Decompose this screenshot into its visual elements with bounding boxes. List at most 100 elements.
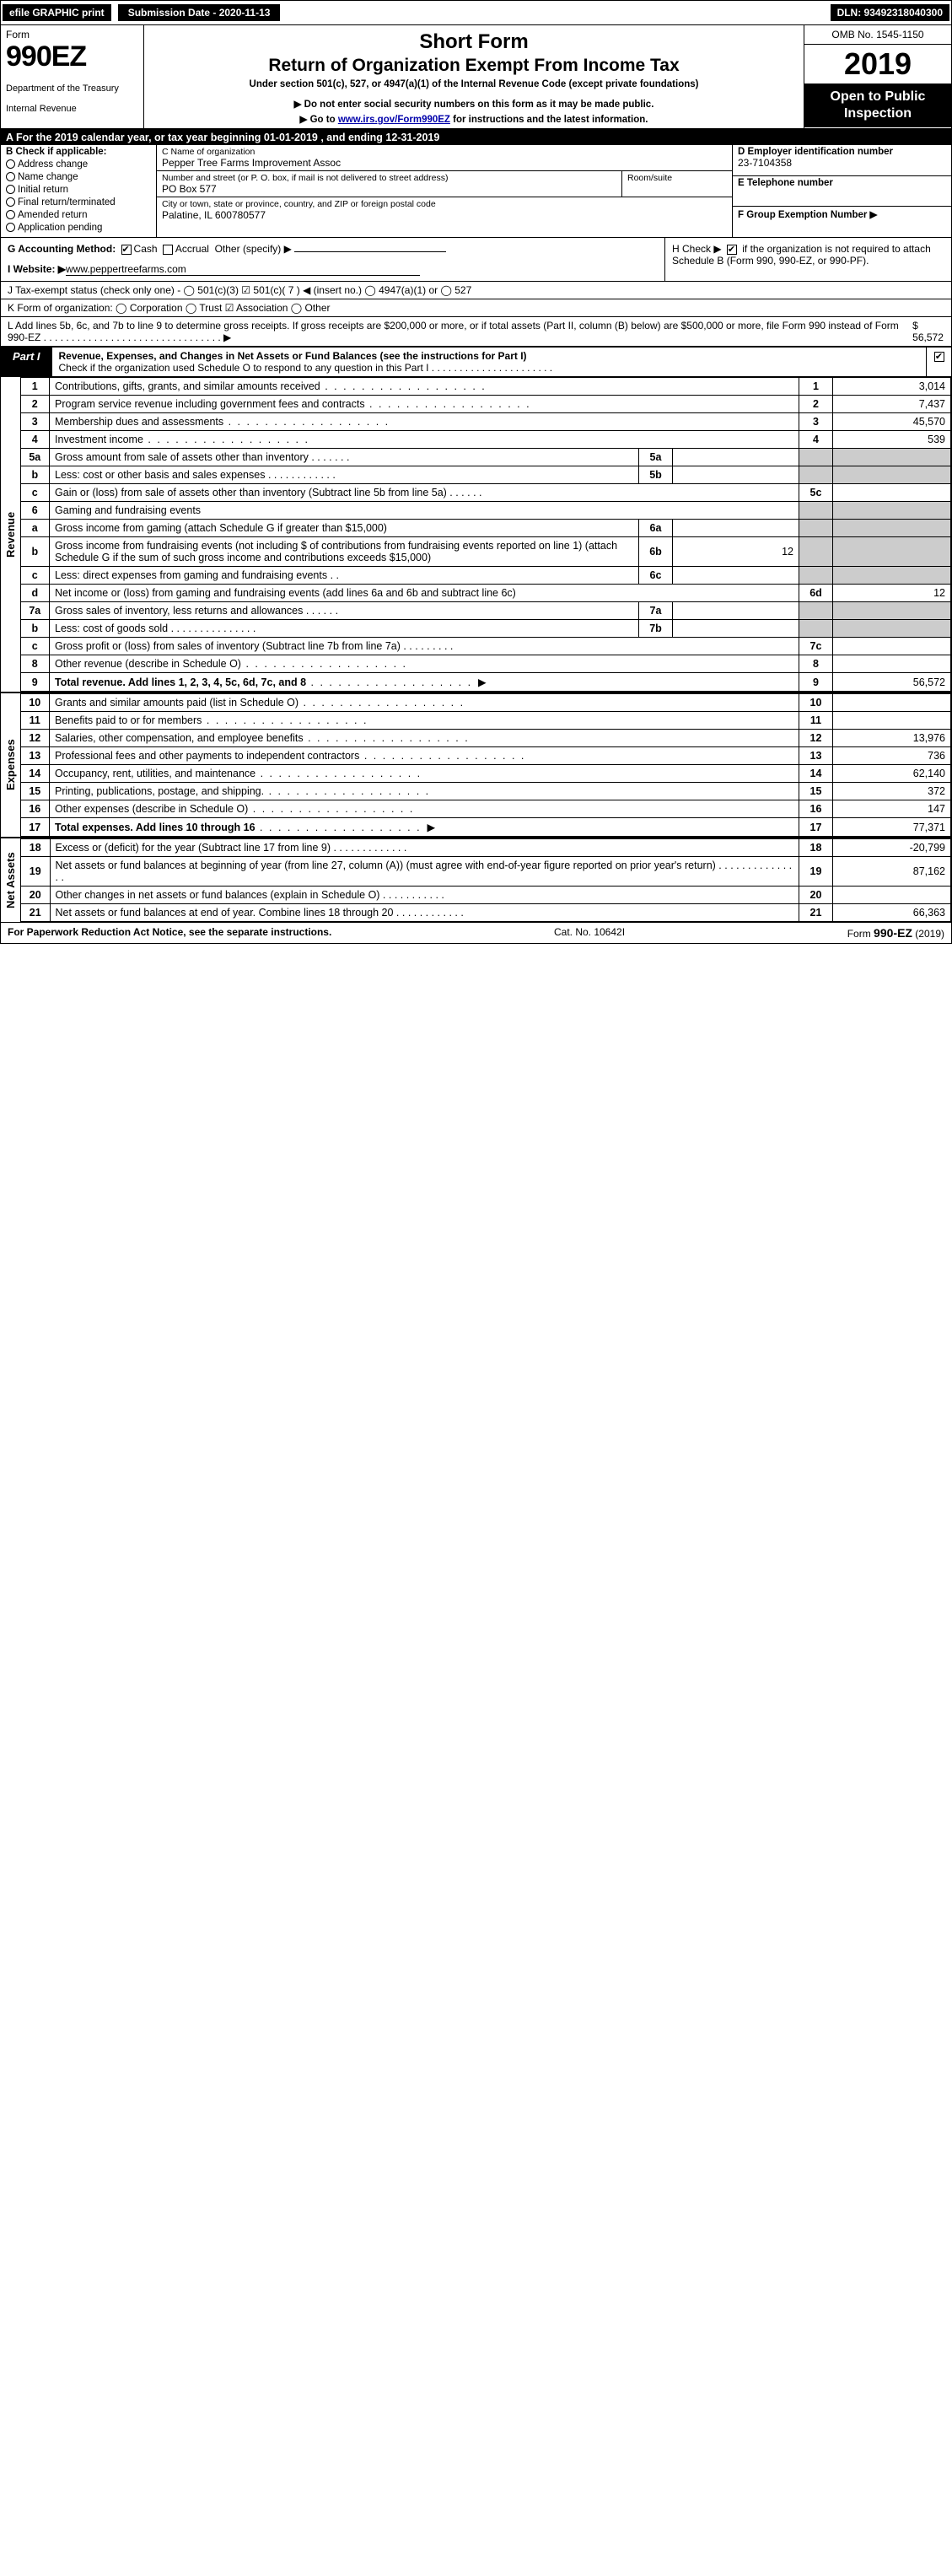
ein-label: D Employer identification number: [738, 147, 946, 157]
street-value: PO Box 577: [162, 183, 616, 195]
chk-schedule-b[interactable]: [727, 245, 737, 255]
page-footer: For Paperwork Reduction Act Notice, see …: [1, 922, 951, 943]
org-name-row: C Name of organization Pepper Tree Farms…: [157, 145, 732, 171]
open-inspection: Open to Public Inspection: [804, 84, 951, 127]
org-name-label: C Name of organization: [162, 147, 727, 157]
city-label: City or town, state or province, country…: [162, 199, 727, 209]
line-5a: 5aGross amount from sale of assets other…: [21, 449, 951, 466]
line-19: 19Net assets or fund balances at beginni…: [21, 857, 951, 887]
line-6: 6Gaming and fundraising events: [21, 502, 951, 520]
line-18: 18Excess or (deficit) for the year (Subt…: [21, 839, 951, 857]
net-assets-side-label: Net Assets: [1, 838, 21, 922]
sub3-post: for instructions and the latest informat…: [450, 115, 648, 125]
pra-notice: For Paperwork Reduction Act Notice, see …: [8, 926, 331, 940]
identity-block: B Check if applicable: Address change Na…: [1, 145, 951, 238]
tax-year: 2019: [804, 45, 951, 84]
form-word: Form: [6, 29, 138, 40]
line-17: 17Total expenses. Add lines 10 through 1…: [21, 818, 951, 837]
chk-initial-return[interactable]: Initial return: [6, 185, 151, 195]
l-text: L Add lines 5b, 6c, and 7b to line 9 to …: [8, 320, 912, 343]
group-exemption-label: F Group Exemption Number ▶: [738, 208, 946, 220]
form-number: 990EZ: [6, 40, 138, 73]
website-value: www.peppertreefarms.com: [66, 263, 420, 276]
line-5c: cGain or (loss) from sale of assets othe…: [21, 484, 951, 502]
l-amount: $ 56,572: [912, 320, 944, 343]
line-6a: aGross income from gaming (attach Schedu…: [21, 520, 951, 537]
irs-link[interactable]: www.irs.gov/Form990EZ: [338, 115, 450, 125]
dept-irs: Internal Revenue: [6, 104, 138, 114]
line-20: 20Other changes in net assets or fund ba…: [21, 887, 951, 904]
line-9: 9Total revenue. Add lines 1, 2, 3, 4, 5c…: [21, 673, 951, 692]
section-d: D Employer identification number 23-7104…: [733, 145, 951, 176]
line-12: 12Salaries, other compensation, and empl…: [21, 730, 951, 747]
street-label: Number and street (or P. O. box, if mail…: [162, 173, 616, 183]
section-e: E Telephone number: [733, 176, 951, 207]
chk-amended-return[interactable]: Amended return: [6, 210, 151, 220]
chk-cash[interactable]: [121, 245, 132, 255]
line-21: 21Net assets or fund balances at end of …: [21, 904, 951, 922]
line-1: 1Contributions, gifts, grants, and simil…: [21, 378, 951, 396]
part-1-checkbox[interactable]: [926, 348, 951, 376]
phone-label: E Telephone number: [738, 178, 946, 188]
room-label: Room/suite: [627, 173, 727, 183]
rows-g-h: G Accounting Method: Cash Accrual Other …: [1, 238, 951, 282]
chk-name-change[interactable]: Name change: [6, 172, 151, 182]
line-7c: cGross profit or (loss) from sales of in…: [21, 638, 951, 655]
form-subtitle-3: ▶ Go to www.irs.gov/Form990EZ for instru…: [151, 113, 797, 125]
line-15: 15Printing, publications, postage, and s…: [21, 783, 951, 800]
dept-treasury: Department of the Treasury: [6, 84, 138, 94]
section-c: C Name of organization Pepper Tree Farms…: [157, 145, 732, 237]
revenue-side-label: Revenue: [1, 377, 21, 692]
revenue-section: Revenue 1Contributions, gifts, grants, a…: [1, 377, 951, 692]
header-right: OMB No. 1545-1150 2019 Open to Public In…: [804, 25, 951, 128]
chk-final-return[interactable]: Final return/terminated: [6, 197, 151, 207]
g-other-line: [294, 251, 446, 252]
form-title-short: Short Form: [151, 30, 797, 54]
header-middle: Short Form Return of Organization Exempt…: [144, 25, 804, 128]
line-6b: bGross income from fundraising events (n…: [21, 537, 951, 567]
address-row: Number and street (or P. O. box, if mail…: [157, 171, 732, 197]
i-label: I Website: ▶: [8, 263, 66, 275]
form-reference: Form 990-EZ (2019): [847, 926, 944, 940]
g-accrual: Accrual: [175, 243, 209, 255]
ein-value: 23-7104358: [738, 157, 946, 169]
row-h: H Check ▶ if the organization is not req…: [664, 238, 951, 281]
form-subtitle-2: ▶ Do not enter social security numbers o…: [151, 98, 797, 110]
line-11: 11Benefits paid to or for members11: [21, 712, 951, 730]
efile-print-button[interactable]: efile GRAPHIC print: [3, 4, 111, 21]
part-1-sub: Check if the organization used Schedule …: [59, 362, 553, 374]
org-name: Pepper Tree Farms Improvement Assoc: [162, 157, 727, 169]
row-g: G Accounting Method: Cash Accrual Other …: [1, 238, 664, 281]
dln-label: DLN: 93492318040300: [831, 4, 949, 21]
form-subtitle-1: Under section 501(c), 527, or 4947(a)(1)…: [151, 79, 797, 89]
line-7a: 7aGross sales of inventory, less returns…: [21, 602, 951, 620]
line-2: 2Program service revenue including gover…: [21, 396, 951, 413]
section-f: F Group Exemption Number ▶: [733, 207, 951, 237]
expenses-section: Expenses 10Grants and similar amounts pa…: [1, 692, 951, 837]
form-page: efile GRAPHIC print Submission Date - 20…: [0, 0, 952, 944]
revenue-table: 1Contributions, gifts, grants, and simil…: [21, 377, 951, 692]
chk-address-change[interactable]: Address change: [6, 159, 151, 170]
top-bar: efile GRAPHIC print Submission Date - 20…: [1, 1, 951, 25]
line-3: 3Membership dues and assessments345,570: [21, 413, 951, 431]
g-label: G Accounting Method:: [8, 243, 116, 255]
line-5b: bLess: cost or other basis and sales exp…: [21, 466, 951, 484]
form-header: Form 990EZ Department of the Treasury In…: [1, 25, 951, 130]
chk-accrual[interactable]: [163, 245, 173, 255]
row-j: J Tax-exempt status (check only one) - ◯…: [1, 282, 951, 299]
g-cash: Cash: [134, 243, 158, 255]
form-title-main: Return of Organization Exempt From Incom…: [151, 56, 797, 76]
g-other: Other (specify) ▶: [215, 243, 292, 255]
line-16: 16Other expenses (describe in Schedule O…: [21, 800, 951, 818]
submission-date: Submission Date - 2020-11-13: [116, 3, 282, 23]
omb-number: OMB No. 1545-1150: [804, 25, 951, 45]
line-4: 4Investment income4539: [21, 431, 951, 449]
sub3-pre: ▶ Go to: [300, 115, 338, 125]
line-14: 14Occupancy, rent, utilities, and mainte…: [21, 765, 951, 783]
catalog-number: Cat. No. 10642I: [554, 926, 625, 940]
city-value: Palatine, IL 600780577: [162, 209, 727, 221]
section-b: B Check if applicable: Address change Na…: [1, 145, 157, 237]
chk-application-pending[interactable]: Application pending: [6, 223, 151, 233]
header-left: Form 990EZ Department of the Treasury In…: [1, 25, 144, 128]
part-1-tag: Part I: [1, 348, 52, 376]
